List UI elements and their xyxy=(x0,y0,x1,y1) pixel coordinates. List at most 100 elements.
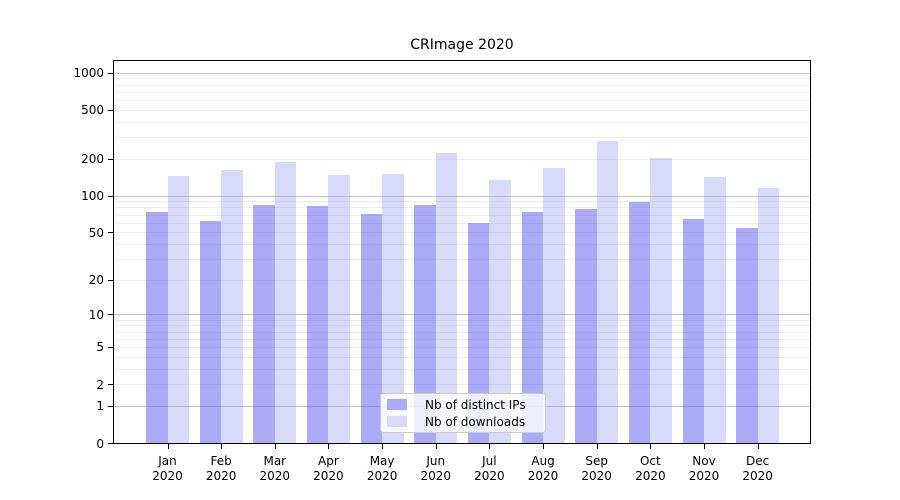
x-tick-label: Dec 2020 xyxy=(728,454,788,484)
x-tick xyxy=(650,444,652,449)
x-tick xyxy=(596,444,598,449)
x-tick-label: May 2020 xyxy=(352,454,412,484)
legend: Nb of distinct IPs Nb of downloads xyxy=(380,393,546,433)
x-tick xyxy=(704,444,705,449)
gridline xyxy=(114,279,810,281)
x-tick xyxy=(543,444,545,449)
bar-downloads xyxy=(382,173,404,444)
bar-distinct-ips xyxy=(414,205,436,444)
bar-distinct-ips xyxy=(628,202,651,444)
x-tick xyxy=(328,444,330,449)
y-tick xyxy=(108,279,113,281)
bar-downloads xyxy=(596,140,619,444)
gridline xyxy=(114,137,810,139)
gridline xyxy=(114,384,810,386)
x-tick-label-line: 2020 xyxy=(688,469,720,483)
x-tick-label-line: 2020 xyxy=(205,469,237,483)
bar-downloads xyxy=(543,167,565,444)
legend-item-downloads: Nb of downloads xyxy=(387,413,545,430)
x-tick-label-line: 2020 xyxy=(527,469,559,483)
x-tick-label-line: Jul xyxy=(482,454,497,468)
y-tick xyxy=(108,195,113,197)
gridline xyxy=(114,207,810,209)
y-tick xyxy=(108,346,113,348)
x-tick-label-line: 2020 xyxy=(152,469,183,483)
gridline xyxy=(114,319,810,321)
x-tick-label-line: May xyxy=(369,454,395,468)
x-tick-label-line: 2020 xyxy=(313,469,344,483)
x-tick xyxy=(382,444,384,449)
y-tick-label: 50 xyxy=(88,225,104,240)
x-tick-label-line: Dec xyxy=(746,454,770,468)
y-tick xyxy=(108,72,113,74)
x-tick-label: Aug 2020 xyxy=(513,454,573,484)
gridline xyxy=(114,356,810,358)
bar-distinct-ips xyxy=(146,212,168,444)
gridline-major xyxy=(114,195,810,197)
gridline xyxy=(114,100,810,102)
x-tick-label-line: Sep xyxy=(585,454,608,468)
gridline xyxy=(114,201,810,203)
bar-downloads xyxy=(328,174,350,444)
legend-label-downloads: Nb of downloads xyxy=(425,414,526,429)
bar-distinct-ips xyxy=(575,209,597,444)
x-tick xyxy=(221,444,223,449)
gridline xyxy=(114,243,810,245)
y-tick-label: 5 xyxy=(96,340,104,355)
x-tick-label-line: 2020 xyxy=(635,469,666,483)
x-tick-label-line: Apr xyxy=(318,454,339,468)
x-tick-label-line: Oct xyxy=(639,454,661,468)
gridline xyxy=(114,121,810,123)
y-tick-label: 2 xyxy=(96,377,104,392)
bar-distinct-ips xyxy=(306,206,329,444)
bar-downloads xyxy=(221,170,243,444)
x-tick-label: Jul 2020 xyxy=(459,454,519,484)
gridline xyxy=(114,214,810,216)
gridline xyxy=(114,325,810,327)
x-tick-label-line: Mar xyxy=(263,454,287,468)
legend-label-distinct-ips: Nb of distinct IPs xyxy=(425,397,526,412)
x-tick-label: Oct 2020 xyxy=(620,454,680,484)
gridline xyxy=(114,91,810,93)
gridline xyxy=(114,232,810,234)
x-tick-label: Jan 2020 xyxy=(138,454,198,484)
gridline xyxy=(114,78,810,80)
bar-downloads xyxy=(704,177,726,444)
legend-item-distinct-ips: Nb of distinct IPs xyxy=(387,396,545,413)
gridline xyxy=(114,346,810,348)
legend-swatch-downloads-icon xyxy=(387,416,407,427)
x-tick xyxy=(274,444,276,449)
y-tick xyxy=(108,314,113,316)
x-tick xyxy=(489,444,491,449)
bar-downloads xyxy=(274,162,297,444)
x-tick-label-line: Nov xyxy=(692,454,716,468)
y-tick xyxy=(108,109,113,111)
y-tick xyxy=(108,405,113,407)
x-tick-label-line: 2020 xyxy=(259,469,291,483)
x-tick-label-line: Jan xyxy=(158,454,177,468)
y-tick-label: 0 xyxy=(96,436,104,451)
y-tick-label: 1 xyxy=(96,399,104,414)
x-tick xyxy=(757,444,759,449)
gridline-major xyxy=(114,314,810,316)
gridline xyxy=(114,84,810,86)
x-tick-label: Nov 2020 xyxy=(674,454,734,484)
bar-downloads xyxy=(435,153,458,444)
bar-distinct-ips xyxy=(467,223,490,444)
x-tick-label-line: Jun xyxy=(426,454,446,468)
bar-distinct-ips xyxy=(253,204,275,444)
x-tick-label-line: 2020 xyxy=(581,469,612,483)
x-tick-label: Sep 2020 xyxy=(567,454,627,484)
bar-downloads xyxy=(650,157,672,444)
gridline-major xyxy=(114,72,810,74)
gridline xyxy=(114,222,810,224)
x-tick-label: Apr 2020 xyxy=(298,454,358,484)
chart-title: CRImage 2020 xyxy=(410,37,514,53)
y-tick xyxy=(108,443,113,444)
x-tick-label: Mar 2020 xyxy=(245,454,305,484)
x-tick-label-line: Aug xyxy=(531,454,555,468)
y-tick-label: 500 xyxy=(81,103,104,118)
x-tick-label: Jun 2020 xyxy=(406,454,466,484)
